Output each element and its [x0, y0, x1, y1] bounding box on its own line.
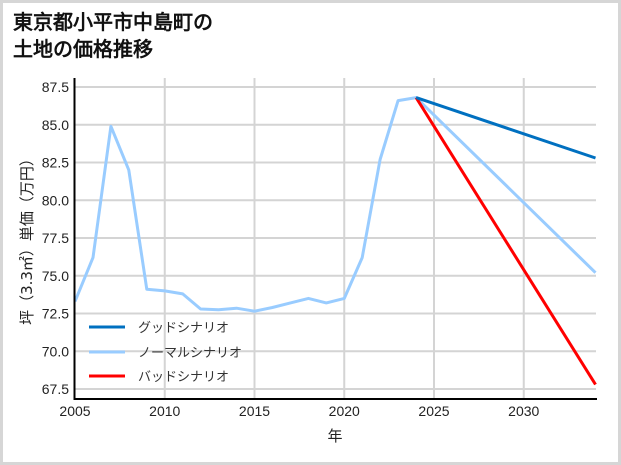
x-tick-label: 2030 — [508, 403, 539, 419]
y-tick-labels: 67.5 70.0 72.5 75.0 77.5 80.0 82.5 85.0 87.5 — [42, 79, 69, 397]
data-series — [73, 96, 597, 386]
legend-item: ノーマルシナリオ — [89, 346, 242, 361]
axes — [73, 78, 597, 400]
gridlines — [75, 78, 596, 399]
x-tick-label: 2010 — [149, 403, 180, 419]
legend-label: ノーマルシナリオ — [138, 346, 242, 361]
y-tick-label: 67.5 — [42, 381, 69, 397]
y-tick-label: 77.5 — [42, 230, 69, 246]
series-line-2 — [414, 96, 597, 386]
x-tick-label: 2020 — [329, 403, 360, 419]
chart-title-line-1: 東京都小平市中島町の — [13, 10, 213, 34]
y-axis-label: 坪（3.3㎡）単価（万円） — [18, 151, 36, 325]
legend-label: バッドシナリオ — [138, 370, 229, 385]
x-axis-label: 年 — [327, 427, 342, 445]
y-tick-label: 82.5 — [42, 155, 69, 171]
y-tick-label: 87.5 — [42, 79, 69, 95]
chart-title: 東京都小平市中島町の 土地の価格推移 — [13, 9, 213, 63]
y-tick-label: 75.0 — [42, 268, 69, 284]
y-tick-label: 72.5 — [42, 306, 69, 322]
y-tick-label: 70.0 — [42, 343, 69, 359]
x-tick-labels: 2005 2010 2015 2020 2025 2030 — [59, 403, 539, 419]
x-tick-label: 2025 — [418, 403, 449, 419]
legend-item: バッドシナリオ — [89, 370, 229, 385]
series-line-1 — [73, 96, 597, 313]
legend-label: グッドシナリオ — [138, 321, 229, 336]
x-tick-label: 2015 — [239, 403, 270, 419]
chart-title-line-2: 土地の価格推移 — [13, 37, 153, 61]
series-line-0 — [415, 96, 596, 160]
x-tick-label: 2005 — [59, 403, 90, 419]
y-tick-label: 85.0 — [42, 117, 69, 133]
y-tick-label: 80.0 — [42, 192, 69, 208]
legend-item: グッドシナリオ — [89, 321, 229, 336]
